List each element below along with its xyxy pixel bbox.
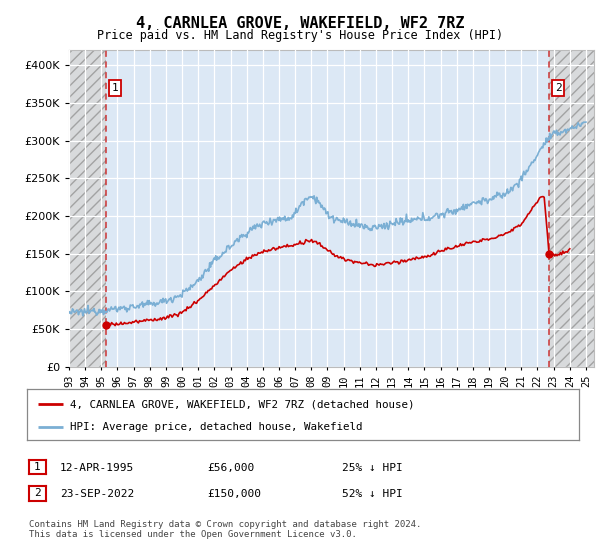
Text: 1: 1: [112, 83, 118, 93]
Bar: [69, 50, 106, 367]
Text: 2: 2: [554, 83, 562, 93]
Text: 2: 2: [34, 488, 41, 498]
Text: £56,000: £56,000: [207, 463, 254, 473]
Text: £150,000: £150,000: [207, 489, 261, 499]
Bar: [549, 50, 594, 367]
Text: Contains HM Land Registry data © Crown copyright and database right 2024.
This d: Contains HM Land Registry data © Crown c…: [29, 520, 421, 539]
Text: 25% ↓ HPI: 25% ↓ HPI: [342, 463, 403, 473]
Text: 1: 1: [34, 462, 41, 472]
Text: 12-APR-1995: 12-APR-1995: [60, 463, 134, 473]
Text: 4, CARNLEA GROVE, WAKEFIELD, WF2 7RZ (detached house): 4, CARNLEA GROVE, WAKEFIELD, WF2 7RZ (de…: [70, 399, 415, 409]
Text: 52% ↓ HPI: 52% ↓ HPI: [342, 489, 403, 499]
Text: 23-SEP-2022: 23-SEP-2022: [60, 489, 134, 499]
Text: Price paid vs. HM Land Registry's House Price Index (HPI): Price paid vs. HM Land Registry's House …: [97, 29, 503, 42]
Text: HPI: Average price, detached house, Wakefield: HPI: Average price, detached house, Wake…: [70, 422, 362, 432]
Text: 4, CARNLEA GROVE, WAKEFIELD, WF2 7RZ: 4, CARNLEA GROVE, WAKEFIELD, WF2 7RZ: [136, 16, 464, 31]
